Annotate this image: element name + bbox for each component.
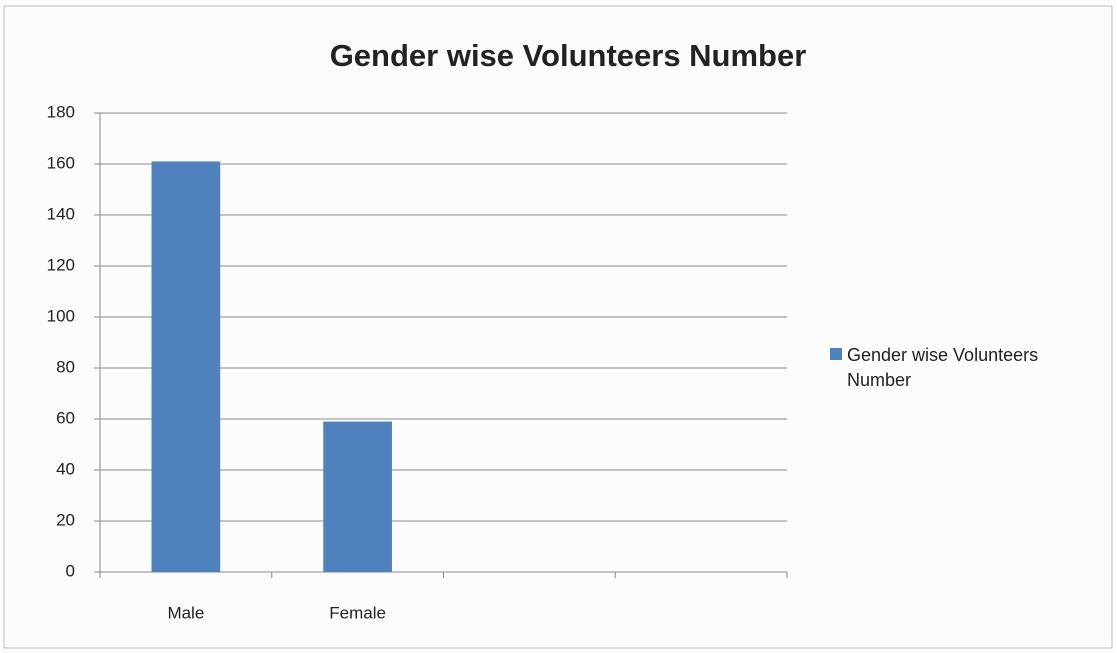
y-tick-label: 40 xyxy=(56,459,75,478)
y-tick-label: 120 xyxy=(47,255,75,274)
bar xyxy=(151,161,221,572)
y-tick-label: 0 xyxy=(66,561,75,580)
y-tick-label: 180 xyxy=(47,102,75,121)
y-tick-label: 80 xyxy=(56,357,75,376)
legend-swatch xyxy=(830,348,842,360)
y-tick-label: 160 xyxy=(47,153,75,172)
y-tick-label: 100 xyxy=(47,306,75,325)
x-tick-label: Female xyxy=(329,603,386,622)
chart-title: Gender wise Volunteers Number xyxy=(330,38,807,73)
legend-label: Gender wise Volunteers Number xyxy=(847,345,1039,390)
y-tick-label: 60 xyxy=(56,408,75,427)
y-tick-label: 20 xyxy=(56,510,75,529)
chart-frame xyxy=(3,5,1113,649)
x-tick-label: Male xyxy=(167,603,204,622)
bar xyxy=(323,421,392,572)
y-tick-label: 140 xyxy=(47,204,75,223)
legend: Gender wise Volunteers Number xyxy=(830,343,1097,393)
